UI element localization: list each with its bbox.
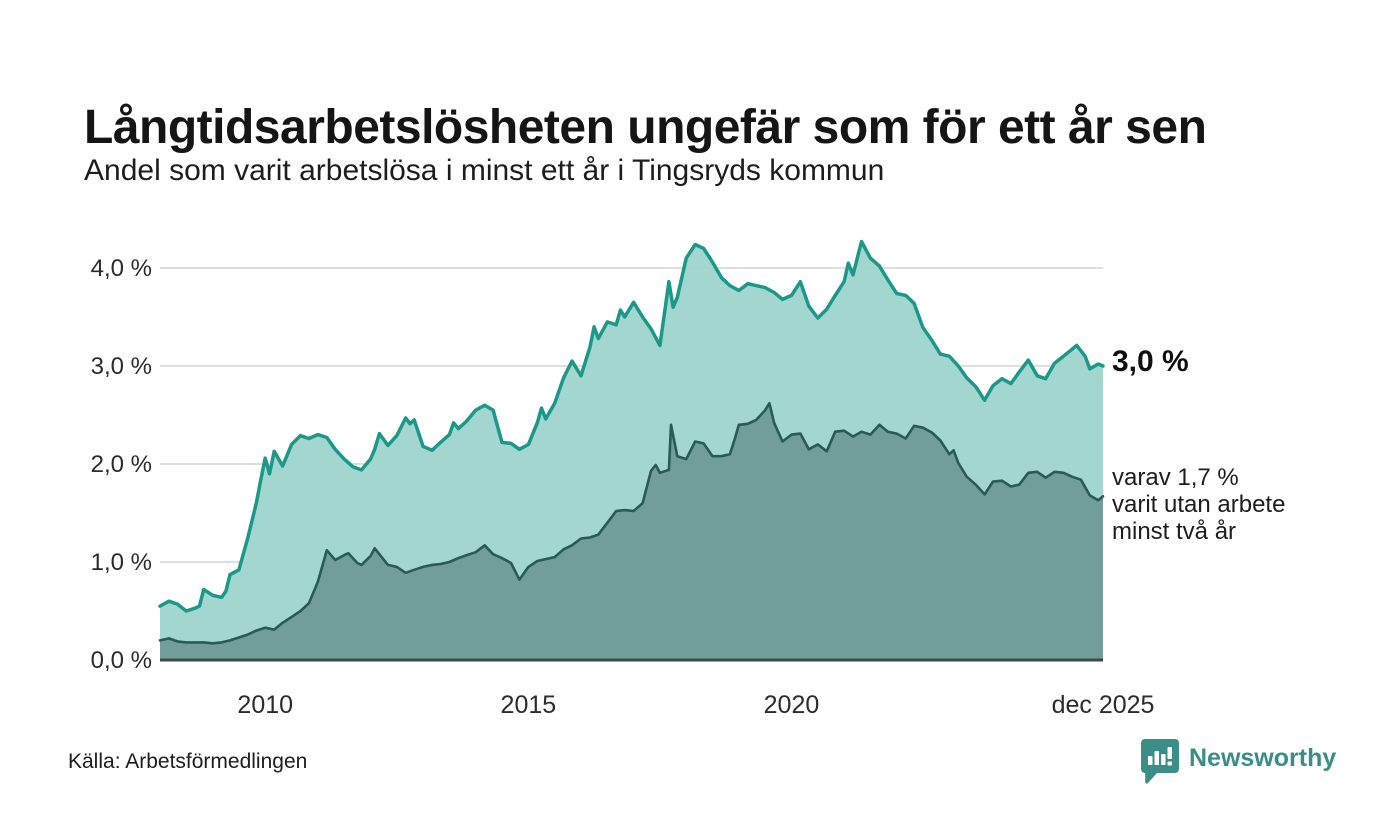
annotation-line-2: varit utan arbete	[1112, 491, 1286, 518]
annotation-line-3: minst två år	[1112, 518, 1237, 545]
x-tick-label-1: 2015	[501, 691, 557, 719]
annotation-line-1: varav 1,7 %	[1112, 464, 1239, 491]
y-tick-label-2: 2,0 %	[91, 451, 152, 478]
y-tick-label-3: 3,0 %	[91, 353, 152, 380]
y-tick-label-4: 4,0 %	[91, 255, 152, 282]
y-tick-label-1: 1,0 %	[91, 549, 152, 576]
line-series-0	[158, 239, 1105, 613]
x-tick-label-3: dec 2025	[1052, 691, 1155, 719]
newsworthy-brand[interactable]: Newsworthy	[1141, 739, 1336, 790]
series-secondary-annotation: varav 1,7 % varit utan arbete minst två …	[1112, 464, 1285, 545]
source-attribution: Källa: Arbetsförmedlingen	[68, 750, 308, 773]
x-tick-label-0: 2010	[237, 691, 293, 719]
line-series-1	[158, 401, 1105, 645]
page-subtitle: Andel som varit arbetslösa i minst ett å…	[84, 154, 885, 187]
x-tick-label-2: 2020	[764, 691, 820, 719]
area-series-1	[160, 403, 1103, 660]
series-end-value-label: 3,0 %	[1112, 345, 1189, 378]
newsworthy-wordmark: Newsworthy	[1189, 744, 1337, 772]
y-tick-label-0: 0,0 %	[91, 647, 152, 674]
newsworthy-logo-icon	[1141, 739, 1179, 790]
page-title: Långtidsarbetslösheten ungefär som för e…	[84, 101, 1207, 155]
